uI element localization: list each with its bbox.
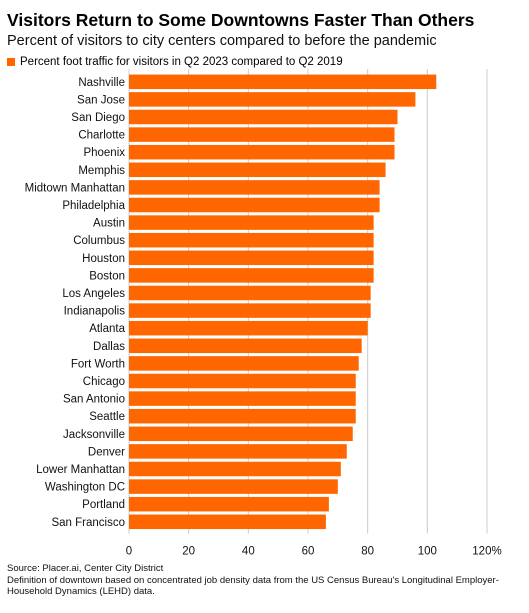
category-label: Washington DC [45, 482, 125, 494]
x-tick-label: 60 [302, 546, 315, 558]
bar [129, 109, 398, 125]
category-label: Chicago [83, 376, 125, 388]
category-label: San Francisco [51, 517, 125, 529]
category-label: San Jose [77, 94, 125, 106]
category-label: Fort Worth [71, 358, 125, 370]
category-label: Lower Manhattan [36, 464, 125, 476]
bar [129, 391, 356, 406]
bar [129, 215, 374, 230]
definition-note: Definition of downtown based on concentr… [7, 574, 499, 598]
bar [129, 92, 416, 107]
category-label: Jacksonville [63, 429, 125, 441]
x-tick-label: 80 [361, 546, 374, 558]
legend-label: Percent foot traffic for visitors in Q2 … [20, 56, 343, 68]
category-label: Nashville [78, 77, 125, 89]
bar [129, 444, 347, 459]
category-label: Midtown Manhattan [25, 182, 125, 194]
bar [129, 461, 341, 477]
chart-title: Visitors Return to Some Downtowns Faster… [7, 10, 475, 30]
category-label: Columbus [73, 235, 125, 247]
category-label: Portland [82, 499, 125, 511]
bar [129, 303, 371, 318]
category-label: Seattle [89, 411, 125, 423]
x-tick-label: 40 [242, 546, 255, 558]
bar [129, 127, 395, 142]
bar [129, 250, 374, 266]
bar [129, 162, 386, 178]
category-label: Atlanta [89, 323, 125, 335]
category-label: Charlotte [78, 130, 125, 142]
bar [129, 74, 437, 90]
bar-chart: 0 20 40 60 80 100 120% Nashville San Jose San Die… [25, 69, 502, 558]
category-label: Austin [93, 218, 125, 230]
bar [129, 408, 356, 424]
bar [129, 356, 359, 371]
footer: Source: Placer.ai, Center City District … [7, 563, 522, 598]
x-tick-label: 100 [418, 546, 437, 558]
legend-swatch [7, 58, 15, 66]
bar [129, 232, 374, 248]
bar [129, 197, 380, 213]
category-label: Boston [89, 270, 125, 282]
category-label: Denver [88, 446, 125, 458]
category-label: Houston [82, 253, 125, 265]
category-label: San Diego [71, 112, 125, 124]
category-label: San Antonio [63, 394, 125, 406]
bar [129, 180, 380, 195]
bar [129, 285, 371, 301]
bar [129, 268, 374, 283]
bar [129, 479, 338, 494]
bar [129, 338, 362, 354]
category-label: Indianapolis [64, 306, 126, 318]
bar [129, 373, 356, 389]
bar [129, 320, 368, 336]
bar [129, 144, 395, 160]
bar [129, 514, 326, 530]
category-label: Memphis [78, 165, 125, 177]
source-note: Source: Placer.ai, Center City District [7, 563, 164, 574]
x-tick-label: 20 [182, 546, 195, 558]
bar [129, 426, 353, 442]
category-label: Philadelphia [62, 200, 125, 212]
legend: Percent foot traffic for visitors in Q2 … [7, 56, 343, 68]
category-label: Los Angeles [62, 288, 125, 300]
x-tick-label: 0 [126, 546, 132, 558]
chart-subtitle: Percent of visitors to city centers comp… [7, 33, 437, 49]
x-tick-label: 120% [472, 546, 501, 558]
category-label: Phoenix [83, 147, 125, 159]
category-label: Dallas [93, 341, 125, 353]
bar [129, 496, 329, 512]
